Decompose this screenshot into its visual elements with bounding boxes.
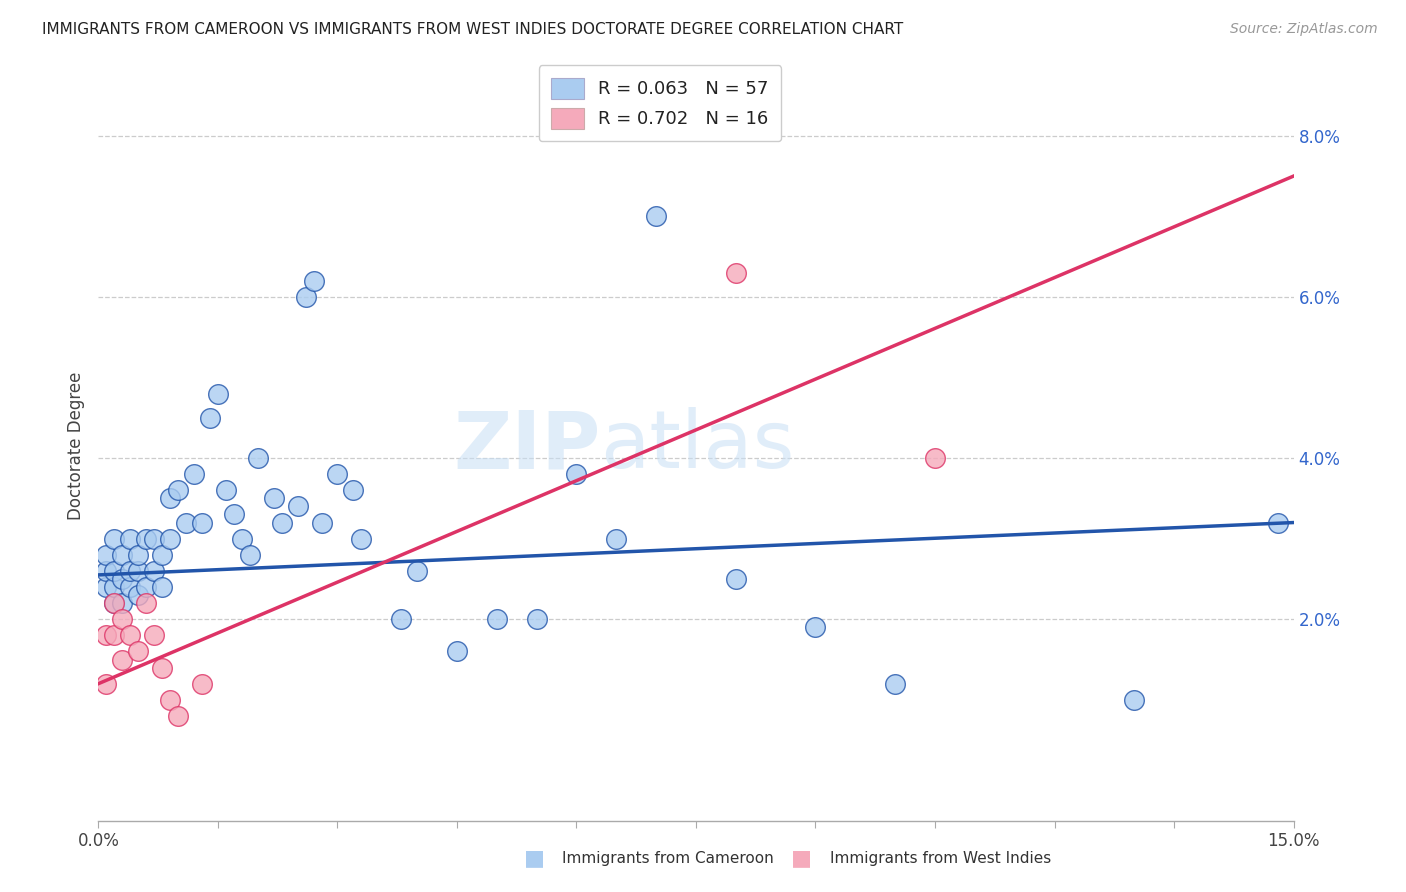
Point (143, 564, 166, 578)
Point (96, 564, 118, 578)
Point (924, 451, 946, 466)
Point (111, 572, 134, 586)
Text: ■: ■ (524, 848, 544, 868)
Point (159, 693, 181, 707)
Text: atlas: atlas (600, 407, 794, 485)
Point (127, 564, 149, 578)
Point (526, 612, 548, 626)
Point (198, 410, 221, 425)
Point (389, 612, 412, 626)
Point (150, 580, 173, 594)
Point (143, 628, 166, 642)
Point (127, 588, 149, 602)
Point (103, 596, 125, 610)
Point (167, 483, 190, 498)
Point (159, 532, 181, 546)
Point (174, 516, 197, 530)
Point (183, 467, 205, 482)
Text: Immigrants from West Indies: Immigrants from West Indies (830, 851, 1050, 865)
Point (111, 596, 134, 610)
Point (222, 508, 245, 522)
Point (326, 467, 349, 482)
Point (342, 483, 364, 498)
Point (111, 548, 134, 562)
Point (287, 500, 309, 514)
Y-axis label: Doctorate Degree: Doctorate Degree (66, 372, 84, 520)
Point (294, 290, 316, 304)
Point (103, 532, 125, 546)
Point (135, 532, 157, 546)
Point (270, 516, 292, 530)
Legend: R = 0.063   N = 57, R = 0.702   N = 16: R = 0.063 N = 57, R = 0.702 N = 16 (538, 65, 782, 142)
Point (159, 491, 181, 506)
Point (150, 660, 173, 674)
Point (246, 451, 269, 466)
Point (645, 210, 668, 224)
Point (120, 580, 142, 594)
Point (605, 532, 627, 546)
Point (207, 386, 229, 401)
Point (406, 564, 429, 578)
Point (103, 580, 125, 594)
Point (215, 483, 238, 498)
Text: ■: ■ (792, 848, 811, 868)
Point (191, 516, 214, 530)
Point (127, 644, 149, 658)
Point (239, 548, 262, 562)
Point (884, 676, 907, 690)
Point (96, 676, 118, 690)
Point (120, 628, 142, 642)
Point (120, 532, 142, 546)
Point (350, 532, 373, 546)
Point (311, 516, 333, 530)
Point (485, 612, 508, 626)
Point (263, 491, 285, 506)
Point (96, 628, 118, 642)
Point (135, 596, 157, 610)
Point (446, 644, 468, 658)
Point (96, 580, 118, 594)
Point (167, 709, 190, 723)
Point (565, 467, 588, 482)
Point (103, 596, 125, 610)
Point (111, 612, 134, 626)
Text: Immigrants from Cameroon: Immigrants from Cameroon (562, 851, 775, 865)
Point (127, 548, 149, 562)
Point (143, 532, 166, 546)
Point (150, 548, 173, 562)
Point (231, 532, 253, 546)
Point (724, 572, 747, 586)
Text: IMMIGRANTS FROM CAMEROON VS IMMIGRANTS FROM WEST INDIES DOCTORATE DEGREE CORRELA: IMMIGRANTS FROM CAMEROON VS IMMIGRANTS F… (42, 22, 904, 37)
Point (1123, 693, 1146, 707)
Point (111, 652, 134, 666)
Point (191, 676, 214, 690)
Point (135, 580, 157, 594)
Point (120, 564, 142, 578)
Point (1267, 516, 1289, 530)
Point (103, 564, 125, 578)
Point (103, 628, 125, 642)
Point (724, 266, 747, 280)
Point (804, 620, 827, 634)
Text: Source: ZipAtlas.com: Source: ZipAtlas.com (1230, 22, 1378, 37)
Point (96, 548, 118, 562)
Point (302, 274, 325, 288)
Text: ZIP: ZIP (453, 407, 600, 485)
